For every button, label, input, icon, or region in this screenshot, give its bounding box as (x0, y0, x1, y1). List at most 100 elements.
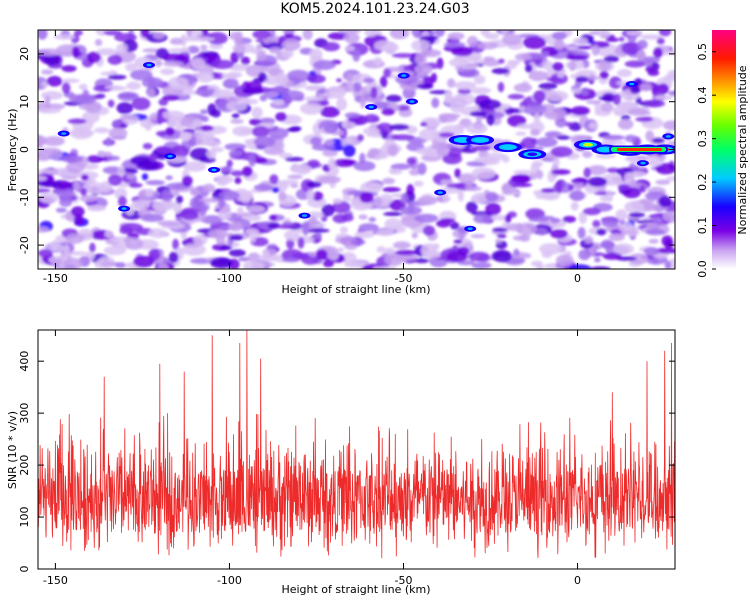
spectrogram-blob (542, 60, 554, 71)
spectrogram-blob (350, 239, 366, 246)
spectrogram-blob (521, 137, 537, 150)
spectrogram-blob (318, 89, 325, 95)
spectrogram-blob (390, 163, 412, 170)
spectrogram-blob (107, 155, 120, 161)
spectrogram-blob (587, 165, 607, 176)
spectrogram-blob (535, 169, 544, 180)
spectrogram-blob (421, 35, 439, 41)
spectrogram-blob (600, 102, 614, 112)
spectrogram-hotspot-core (302, 214, 307, 217)
spectrogram-blob (578, 211, 587, 224)
spectrogram-blob (168, 76, 189, 90)
spectrogram-blob (365, 83, 373, 92)
spectrogram-blob (237, 206, 244, 215)
spectrogram-blob (61, 155, 84, 163)
spectrogram-blob (289, 164, 312, 174)
colorbar-tick-label: 0.3 (696, 130, 709, 148)
spectrogram-hotspot-core (401, 74, 407, 77)
spectrogram-blob (461, 68, 480, 78)
y-tick-label: 100 (18, 507, 31, 528)
y-tick-label: 0 (18, 566, 31, 573)
spectrogram-blob (581, 89, 589, 96)
spectrogram-y-label: Frequency (Hz) (6, 109, 19, 192)
spectrogram-blob (550, 229, 568, 239)
spectrogram-blob (594, 101, 601, 114)
spectrogram-blob (353, 81, 362, 93)
spectrogram-blob (327, 86, 346, 99)
spectrogram-blob (613, 243, 634, 255)
spectrogram-blob (71, 46, 80, 58)
spectrogram-hotspot-core (665, 135, 671, 138)
spectrogram-blob (341, 121, 356, 129)
spectrogram-blob (281, 49, 294, 59)
spectrogram-blob (276, 224, 297, 229)
spectrogram-blob (226, 159, 233, 168)
signal-track-point (527, 152, 538, 157)
spectrogram-blob (140, 214, 165, 222)
spectrogram-blob (108, 174, 123, 186)
spectrogram-blob (516, 222, 523, 234)
spectrogram-blob (624, 172, 632, 184)
spectrogram-blob (312, 191, 324, 201)
spectrogram-blob (290, 184, 299, 188)
spectrogram-blob (414, 213, 439, 223)
spectrogram-blob (384, 218, 403, 231)
spectrogram-blob (362, 127, 381, 136)
spectrogram-blob (86, 51, 101, 64)
spectrogram-blob (38, 30, 48, 40)
spectrogram-blob (89, 242, 96, 253)
spectrogram-blob (506, 59, 518, 70)
spectrogram-blob (443, 179, 454, 184)
spectrogram-blob (519, 234, 531, 242)
spectrogram-blob (332, 198, 343, 204)
spectrogram-blob (169, 37, 184, 45)
spectrogram-blob (249, 231, 257, 243)
spectrogram-blob (414, 258, 430, 264)
snr-series-line (38, 330, 675, 559)
spectrogram-blob (598, 60, 611, 71)
spectrogram-blob (208, 229, 229, 239)
spectrogram-blob (65, 161, 85, 174)
spectrogram-blob (282, 30, 297, 34)
spectrogram-blob (315, 249, 328, 260)
spectrogram-x-label: Height of straight line (km) (281, 283, 430, 296)
colorbar-tick-label: 0.1 (696, 217, 709, 235)
spectrogram-blob (323, 123, 338, 134)
spectrogram-blob (450, 100, 465, 113)
spectrogram-blob (571, 178, 589, 183)
spectrogram-blob (107, 99, 115, 108)
spectrogram-blob (485, 152, 507, 161)
spectrogram-blob (272, 187, 280, 193)
spectrogram-blob (218, 198, 226, 209)
spectrogram-blob (340, 226, 348, 233)
x-tick-label: -150 (43, 574, 68, 587)
spectrogram-blob (533, 112, 541, 123)
spectrogram-blob (587, 176, 608, 187)
spectrogram-blob (142, 143, 153, 150)
spectrogram-blob (656, 37, 665, 45)
spectrogram-blob (434, 30, 445, 37)
spectrogram-blob (345, 73, 355, 83)
spectrogram-blob (182, 175, 193, 187)
spectrogram-blob (471, 167, 496, 180)
spectrogram-blob (107, 54, 123, 65)
spectrogram-blob (219, 245, 233, 251)
spectrogram-blob (552, 31, 567, 40)
spectrogram-blob (399, 84, 413, 90)
y-tick-label: 10 (18, 95, 31, 109)
spectrogram-blob (157, 263, 169, 269)
spectrogram-blob (662, 212, 675, 222)
spectrogram-blob (95, 30, 108, 36)
spectrogram-blob (454, 168, 461, 178)
spectrogram-blob (629, 86, 641, 94)
spectrogram-blob (492, 227, 508, 232)
spectrogram-blob (535, 194, 558, 200)
spectrogram-blob (519, 106, 526, 112)
spectrogram-blob (103, 245, 127, 256)
spectrogram-blob (230, 170, 245, 177)
chart-title: KOM5.2024.101.23.24.G03 (280, 1, 470, 17)
spectrogram-blob (355, 202, 374, 209)
spectrogram-blob (247, 252, 261, 263)
spectrogram-blob (436, 146, 449, 157)
x-tick-label: 0 (574, 574, 581, 587)
